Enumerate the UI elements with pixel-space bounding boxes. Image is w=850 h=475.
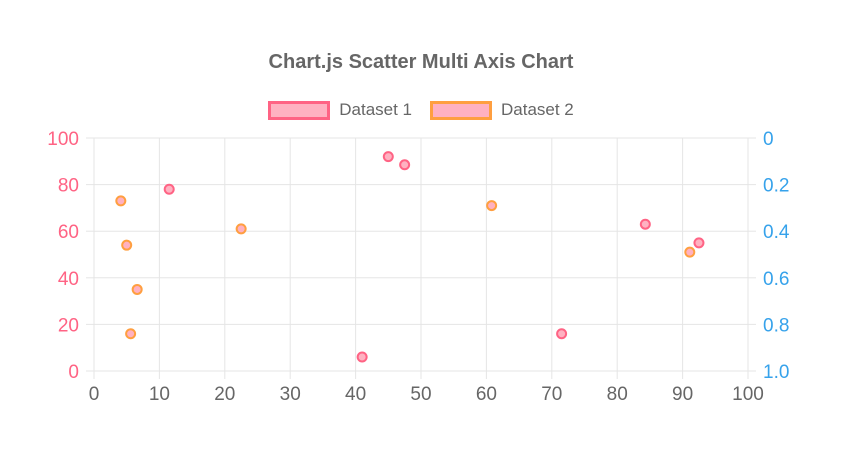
data-point-dataset-2[interactable] xyxy=(131,283,143,295)
x-tick-label: 0 xyxy=(89,384,100,405)
x-tick-label: 80 xyxy=(607,384,628,405)
data-point-dataset-1[interactable] xyxy=(382,151,394,163)
data-point-dataset-2[interactable] xyxy=(235,223,247,235)
y-left-tick-label: 100 xyxy=(47,129,79,150)
data-point-dataset-2[interactable] xyxy=(121,239,133,251)
y-right-tick-label: 1.0 xyxy=(763,362,789,383)
y-left-tick-label: 0 xyxy=(68,362,79,383)
data-point-dataset-1[interactable] xyxy=(163,183,175,195)
data-point-dataset-1[interactable] xyxy=(356,351,368,363)
x-tick-label: 100 xyxy=(732,384,764,405)
legend-swatch-dataset-2 xyxy=(430,100,492,120)
legend-swatch-dataset-1 xyxy=(268,100,331,120)
y-left-tick-label: 40 xyxy=(58,269,79,290)
legend-label-dataset-1: Dataset 1 xyxy=(339,100,412,119)
y-right-tick-label: 0.4 xyxy=(763,222,790,243)
data-point-dataset-1[interactable] xyxy=(399,159,411,171)
y-right-tick-label: 0.8 xyxy=(763,315,789,336)
x-tick-label: 70 xyxy=(541,384,562,405)
data-point-dataset-2[interactable] xyxy=(684,246,696,258)
y-left-tick-label: 60 xyxy=(58,222,79,243)
data-point-dataset-2[interactable] xyxy=(125,328,137,340)
data-point-dataset-2[interactable] xyxy=(486,200,498,212)
x-tick-label: 10 xyxy=(149,384,170,405)
y-right-tick-label: 0.2 xyxy=(763,176,789,197)
x-tick-label: 50 xyxy=(410,384,431,405)
x-tick-label: 60 xyxy=(476,384,497,405)
legend: Dataset 1 Dataset 2 xyxy=(0,100,842,120)
data-point-dataset-2[interactable] xyxy=(115,195,127,207)
y-left-tick-label: 20 xyxy=(58,315,79,336)
y-right-tick-label: 0 xyxy=(763,129,774,150)
y-left-tick-label: 80 xyxy=(58,176,79,197)
data-point-dataset-1[interactable] xyxy=(639,218,651,230)
chart-title: Chart.js Scatter Multi Axis Chart xyxy=(268,51,574,73)
x-tick-label: 20 xyxy=(214,384,235,405)
data-point-dataset-1[interactable] xyxy=(693,237,705,249)
legend-label-dataset-2: Dataset 2 xyxy=(501,100,574,119)
legend-item-dataset-2[interactable]: Dataset 2 xyxy=(430,100,574,120)
x-tick-label: 90 xyxy=(672,384,693,405)
x-tick-label: 30 xyxy=(280,384,301,405)
legend-item-dataset-1[interactable]: Dataset 1 xyxy=(268,100,412,120)
data-point-dataset-1[interactable] xyxy=(556,328,568,340)
x-tick-label: 40 xyxy=(345,384,366,405)
y-right-tick-label: 0.6 xyxy=(763,269,789,290)
